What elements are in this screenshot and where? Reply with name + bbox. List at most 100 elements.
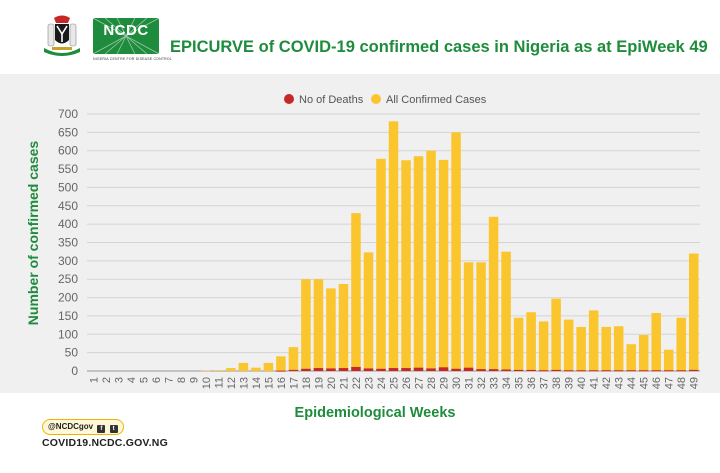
confirmed-bar bbox=[213, 370, 224, 371]
y-tick-label: 150 bbox=[58, 309, 78, 323]
x-tick-label: 47 bbox=[664, 377, 676, 389]
confirmed-bar bbox=[476, 262, 486, 371]
epicurve-chart: 0 50 100 150 200 250 300 350 400 450 500 550 600 650 7… bbox=[58, 94, 701, 389]
death-bar bbox=[488, 369, 499, 371]
twitter-icon[interactable]: t bbox=[109, 425, 118, 433]
death-bar bbox=[663, 370, 674, 372]
death-bar bbox=[538, 370, 549, 372]
y-tick-label: 400 bbox=[58, 217, 78, 231]
x-tick-label: 24 bbox=[376, 377, 388, 389]
y-tick-label: 450 bbox=[58, 199, 78, 213]
confirmed-bar bbox=[238, 362, 249, 371]
death-bar bbox=[513, 369, 524, 371]
death-bar bbox=[626, 370, 636, 372]
y-tick-label: 50 bbox=[65, 346, 79, 360]
x-tick-label: 18 bbox=[301, 377, 313, 389]
x-tick-label: 39 bbox=[564, 377, 576, 389]
x-tick-label: 23 bbox=[363, 377, 375, 389]
death-bar bbox=[451, 368, 461, 371]
confirmed-bar bbox=[626, 344, 636, 371]
confirmed-bar bbox=[338, 283, 349, 371]
x-tick-label: 28 bbox=[426, 377, 438, 389]
confirmed-bar bbox=[576, 326, 586, 371]
death-bar bbox=[313, 368, 324, 371]
confirmed-bar bbox=[226, 368, 236, 371]
x-tick-label: 4 bbox=[126, 377, 138, 383]
confirmed-bar bbox=[426, 150, 436, 371]
confirmed-bar bbox=[501, 251, 511, 371]
confirmed-bar bbox=[388, 121, 399, 371]
confirmed-bar bbox=[201, 370, 211, 372]
x-tick-label: 44 bbox=[626, 377, 638, 389]
confirmed-bar bbox=[651, 312, 661, 371]
confirmed-bar bbox=[376, 158, 386, 371]
x-tick-label: 46 bbox=[651, 377, 663, 389]
facebook-icon[interactable]: f bbox=[97, 425, 106, 433]
death-bar bbox=[338, 368, 349, 371]
death-bar bbox=[638, 370, 649, 372]
x-tick-label: 1 bbox=[88, 377, 100, 383]
x-tick-label: 26 bbox=[401, 377, 413, 389]
death-bar bbox=[438, 367, 449, 371]
social-badge[interactable]: @NCDCgov f t bbox=[42, 419, 124, 435]
x-tick-label: 10 bbox=[201, 377, 213, 389]
death-bar bbox=[288, 369, 299, 371]
website-url[interactable]: COVID19.NCDC.GOV.NG bbox=[42, 437, 168, 449]
x-tick-label: 6 bbox=[151, 377, 163, 383]
death-bar bbox=[526, 369, 536, 371]
death-bar bbox=[688, 369, 699, 371]
death-bar bbox=[326, 368, 336, 371]
death-bar bbox=[651, 370, 661, 372]
x-tick-label: 5 bbox=[138, 377, 150, 383]
confirmed-bar bbox=[413, 156, 424, 371]
x-tick-label: 21 bbox=[338, 377, 350, 389]
confirmed-bar bbox=[601, 326, 611, 371]
x-tick-labels: 1 2 3 4 5 6 7 8 9 10 11 12 13 14 15 16 17 18 19 20 21 22 23 24 2… bbox=[88, 377, 700, 389]
x-tick-label: 48 bbox=[676, 377, 688, 389]
bars bbox=[201, 121, 699, 372]
x-tick-label: 19 bbox=[313, 377, 325, 389]
x-tick-label: 31 bbox=[464, 377, 476, 389]
confirmed-bar bbox=[551, 298, 561, 371]
confirmed-bar bbox=[613, 326, 624, 371]
confirmed-bar bbox=[638, 335, 649, 371]
death-bar bbox=[476, 369, 486, 371]
x-tick-label: 22 bbox=[351, 377, 363, 389]
x-tick-label: 16 bbox=[276, 377, 288, 389]
logo-text: NCDC bbox=[103, 22, 149, 39]
death-bar bbox=[601, 370, 611, 372]
death-bar bbox=[588, 370, 599, 372]
x-tick-label: 20 bbox=[326, 377, 338, 389]
social-handle[interactable]: @NCDCgov bbox=[48, 422, 94, 431]
x-tick-label: 37 bbox=[539, 377, 551, 389]
x-tick-label: 32 bbox=[476, 377, 488, 389]
x-tick-label: 35 bbox=[514, 377, 526, 389]
x-tick-label: 42 bbox=[601, 377, 613, 389]
x-tick-label: 33 bbox=[489, 377, 501, 389]
x-tick-label: 45 bbox=[639, 377, 651, 389]
confirmed-bar bbox=[438, 159, 449, 371]
x-tick-label: 2 bbox=[101, 377, 113, 383]
x-tick-label: 41 bbox=[589, 377, 601, 389]
confirmed-bar bbox=[251, 367, 261, 371]
y-tick-label: 500 bbox=[58, 180, 78, 194]
y-tick-label: 350 bbox=[58, 236, 78, 250]
legend-confirmed-label: All Confirmed Cases bbox=[386, 94, 487, 106]
x-tick-label: 9 bbox=[188, 377, 200, 383]
confirmed-bar bbox=[351, 213, 361, 371]
x-tick-label: 13 bbox=[238, 377, 250, 389]
y-tick-label: 600 bbox=[58, 144, 78, 158]
death-bar bbox=[388, 368, 399, 371]
y-tick-label: 100 bbox=[58, 327, 78, 341]
y-tick-label: 700 bbox=[58, 107, 78, 121]
x-tick-label: 30 bbox=[451, 377, 463, 389]
x-tick-label: 27 bbox=[414, 377, 426, 389]
legend-deaths-label: No of Deaths bbox=[299, 94, 364, 106]
confirmed-bar bbox=[313, 279, 324, 371]
logo-subtext: NIGERIA CENTRE FOR DISEASE CONTROL bbox=[93, 57, 172, 61]
death-bar bbox=[401, 368, 411, 371]
death-bar bbox=[563, 370, 574, 372]
y-tick-label: 550 bbox=[58, 162, 78, 176]
confirmed-bar bbox=[513, 317, 524, 371]
confirmed-bar bbox=[676, 317, 686, 371]
